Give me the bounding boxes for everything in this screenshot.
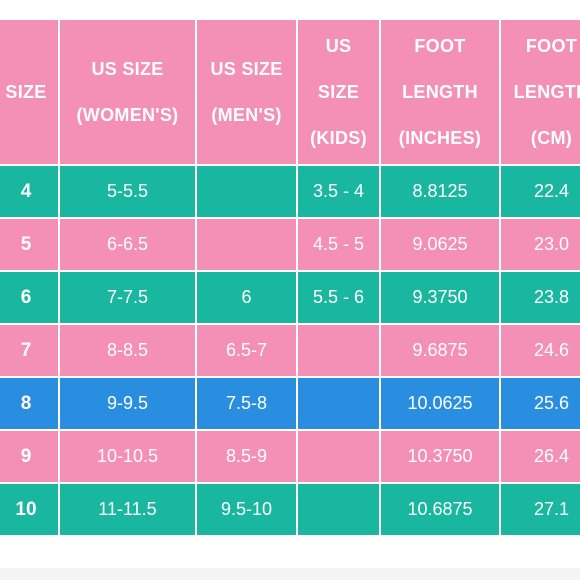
cell-size: 9: [0, 429, 60, 484]
cell-size: 7: [0, 323, 60, 378]
header-foot-length-cm: FOOT LENGTH (CM): [499, 18, 580, 166]
cell-cm: 22.4: [499, 164, 580, 219]
cell-size: 8: [0, 376, 60, 431]
table-row: 6 7-7.5 6 5.5 - 6 9.3750 23.8: [0, 270, 580, 325]
header-us-size-mens: US SIZE (MEN'S): [195, 18, 298, 166]
cell-kids: 5.5 - 6: [296, 270, 381, 325]
cell-size: 10: [0, 482, 60, 537]
cell-inches: 10.3750: [379, 429, 501, 484]
table-row: 4 5-5.5 3.5 - 4 8.8125 22.4: [0, 164, 580, 219]
cell-inches: 9.6875: [379, 323, 501, 378]
cell-inches: 9.0625: [379, 217, 501, 272]
cell-size: 4: [0, 164, 60, 219]
table-row: 8 9-9.5 7.5-8 10.0625 25.6: [0, 376, 580, 431]
cell-mens: 6: [195, 270, 298, 325]
cell-kids: [296, 429, 381, 484]
header-us-size-kids: US SIZE (KIDS): [296, 18, 381, 166]
footer-band: [0, 568, 580, 580]
cell-size: 6: [0, 270, 60, 325]
cell-cm: 25.6: [499, 376, 580, 431]
cell-kids: [296, 323, 381, 378]
cell-womens: 8-8.5: [58, 323, 197, 378]
cell-kids: 3.5 - 4: [296, 164, 381, 219]
cell-womens: 10-10.5: [58, 429, 197, 484]
cell-inches: 10.0625: [379, 376, 501, 431]
cell-inches: 10.6875: [379, 482, 501, 537]
header-size: SIZE: [0, 18, 60, 166]
cell-kids: 4.5 - 5: [296, 217, 381, 272]
cell-womens: 6-6.5: [58, 217, 197, 272]
cell-cm: 26.4: [499, 429, 580, 484]
table-row: 10 11-11.5 9.5-10 10.6875 27.1: [0, 482, 580, 537]
cell-womens: 11-11.5: [58, 482, 197, 537]
cell-mens: 9.5-10: [195, 482, 298, 537]
cell-womens: 7-7.5: [58, 270, 197, 325]
cell-inches: 8.8125: [379, 164, 501, 219]
cell-kids: [296, 376, 381, 431]
cell-mens: 8.5-9: [195, 429, 298, 484]
cell-womens: 9-9.5: [58, 376, 197, 431]
cell-womens: 5-5.5: [58, 164, 197, 219]
cell-mens: 6.5-7: [195, 323, 298, 378]
cell-cm: 23.8: [499, 270, 580, 325]
cell-kids: [296, 482, 381, 537]
size-chart-table: SIZE US SIZE (WOMEN'S) US SIZE (MEN'S) U…: [0, 18, 580, 537]
header-foot-length-inches: FOOT LENGTH (INCHES): [379, 18, 501, 166]
cell-mens: 7.5-8: [195, 376, 298, 431]
table-row: 9 10-10.5 8.5-9 10.3750 26.4: [0, 429, 580, 484]
cell-mens: [195, 217, 298, 272]
cell-inches: 9.3750: [379, 270, 501, 325]
header-us-size-womens: US SIZE (WOMEN'S): [58, 18, 197, 166]
table-row: 7 8-8.5 6.5-7 9.6875 24.6: [0, 323, 580, 378]
cell-cm: 24.6: [499, 323, 580, 378]
header-row: SIZE US SIZE (WOMEN'S) US SIZE (MEN'S) U…: [0, 18, 580, 166]
table-row: 5 6-6.5 4.5 - 5 9.0625 23.0: [0, 217, 580, 272]
cell-size: 5: [0, 217, 60, 272]
cell-mens: [195, 164, 298, 219]
cell-cm: 23.0: [499, 217, 580, 272]
cell-cm: 27.1: [499, 482, 580, 537]
